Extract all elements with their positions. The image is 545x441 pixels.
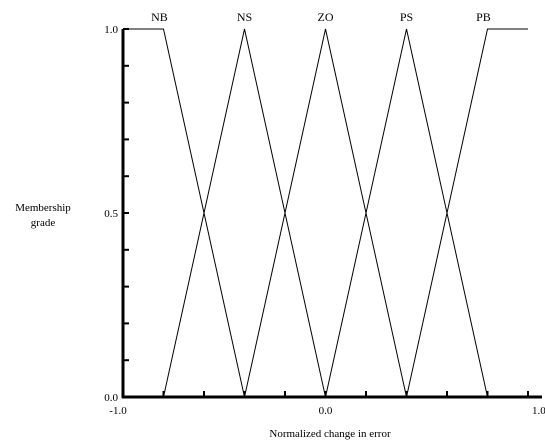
series-line-ps [325,28,488,398]
series-line-nb [123,28,245,398]
y-ticks: 0.0 0.5 1.0 [104,24,129,404]
set-label-ps: PS [400,10,413,24]
y-tick-label: 0.0 [104,392,118,404]
series-line-ns [163,28,326,398]
set-label-pb: PB [476,10,491,24]
series-lines [123,28,528,398]
series-line-pb [406,28,528,398]
x-tick-label: -1.0 [109,405,127,417]
set-label-nb: NB [151,10,168,24]
y-tick-label: 0.5 [104,208,118,220]
set-labels: NB NS ZO PS PB [151,10,491,24]
x-tick-label: 0.0 [319,405,333,417]
y-tick-label: 1.0 [104,24,118,36]
x-ticks: -1.0 0.0 1.0 [109,391,545,417]
set-label-ns: NS [237,10,252,24]
x-tick-label: 1.0 [532,405,545,417]
series-line-zo [244,28,407,398]
set-label-zo: ZO [318,10,334,24]
y-axis-title-line-1: Membership [15,202,71,214]
x-axis-title: Normalized change in error [269,428,391,440]
y-axis-title-line-2: grade [31,217,56,229]
